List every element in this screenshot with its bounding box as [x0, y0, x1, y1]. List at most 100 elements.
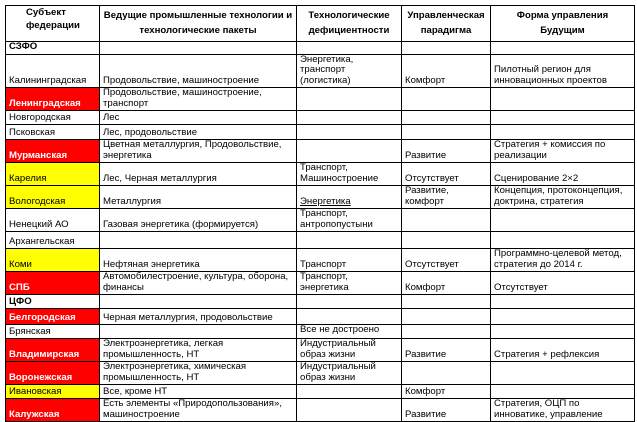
table-row: СЗФО [5, 41, 635, 55]
cell-deficiencies: Индустриальный образ жизни [296, 338, 402, 362]
table-row: Мурманская Цветная металлургия, Продоволь… [5, 139, 635, 163]
cell-future-management [490, 231, 635, 249]
cell-technologies: Лес, продовольствие [99, 124, 297, 140]
cell-paradigm [401, 324, 491, 339]
cell-future-management [490, 124, 635, 140]
cell-deficiencies [296, 124, 402, 140]
cell-technologies: Черная металлургия, продовольствие [99, 308, 297, 325]
cell-technologies: Металлургия [99, 185, 297, 209]
cell-paradigm [401, 361, 491, 385]
cell-technologies: Газовая энергетика (формируется) [99, 208, 297, 232]
header-technologies: Ведущие промышленные технологии и технол… [99, 5, 297, 42]
cell-technologies: Есть элементы «Природопользования», маши… [99, 398, 297, 422]
cell-deficiencies [296, 398, 402, 422]
cell-paradigm: Развитие [401, 139, 491, 163]
cell-paradigm [401, 208, 491, 232]
cell-subject: Вологодская [5, 185, 100, 209]
cell-paradigm [401, 87, 491, 111]
cell-deficiencies [296, 110, 402, 125]
cell-subject: Новгородская [5, 110, 100, 125]
cell-subject: Мурманская [5, 139, 100, 163]
cell-future-management [490, 361, 635, 385]
cell-paradigm [401, 110, 491, 125]
cell-future-management [490, 87, 635, 111]
cell-deficiencies: Транспорт [296, 248, 402, 272]
cell-subject: Воронежская [5, 361, 100, 385]
header-paradigm: Управленческая парадигма [401, 5, 491, 42]
cell-deficiencies: Энергетика, транспорт (логистика) [296, 53, 402, 88]
cell-future-management [490, 41, 635, 55]
cell-paradigm [401, 41, 491, 55]
cell-deficiencies: Транспорт, энергетика [296, 271, 402, 295]
cell-paradigm: Отсутствует [401, 162, 491, 186]
cell-deficiencies [296, 231, 402, 249]
header-deficiencies: Технологические дефициентности [296, 5, 402, 42]
cell-subject: Белгородская [5, 308, 100, 325]
cell-deficiencies [296, 41, 402, 55]
cell-future-management [490, 308, 635, 325]
cell-future-management [490, 208, 635, 232]
cell-paradigm [401, 294, 491, 309]
cell-technologies: Автомобилестроение, культура, оборона, ф… [99, 271, 297, 295]
cell-subject: Архангельская [5, 231, 100, 249]
cell-technologies: Лес [99, 110, 297, 125]
cell-technologies [99, 231, 297, 249]
header-subject: Субъект федерации [5, 5, 100, 42]
cell-future-management: Стратегия, ОЦП по инноватике, управление [490, 398, 635, 422]
cell-paradigm: Комфорт [401, 53, 491, 88]
cell-technologies: Электроэнергетика, легкая промышленность… [99, 338, 297, 362]
cell-paradigm: Комфорт [401, 384, 491, 399]
cell-future-management [490, 110, 635, 125]
cell-subject: Калининградская [5, 53, 100, 88]
cell-deficiencies [296, 308, 402, 325]
table-row: ЦФО [5, 294, 635, 309]
cell-subject: СПБ [5, 271, 100, 295]
table-row: Ивановская Все, кроме НТ Комфорт [5, 384, 635, 399]
cell-paradigm [401, 308, 491, 325]
cell-future-management: Отсутствует [490, 271, 635, 295]
cell-paradigm: Развитие, комфорт [401, 185, 491, 209]
cell-paradigm [401, 124, 491, 140]
cell-deficiencies [296, 384, 402, 399]
table-row: Ненецкий АО Газовая энергетика (формирует… [5, 208, 635, 232]
cell-paradigm: Развитие [401, 398, 491, 422]
cell-deficiencies: Энергетика [296, 185, 402, 209]
cell-paradigm: Развитие [401, 338, 491, 362]
cell-subject: Ивановская [5, 384, 100, 399]
cell-future-management: Стратегия + комиссия по реализации [490, 139, 635, 163]
header-future-management: Форма управления Будущим [490, 5, 635, 42]
cell-subject: Коми [5, 248, 100, 272]
cell-deficiencies: Транспорт, Машиностроение [296, 162, 402, 186]
cell-technologies: Электроэнергетика, химическая промышленн… [99, 361, 297, 385]
cell-deficiencies: Все не достроено [296, 324, 402, 339]
table-row: Псковская Лес, продовольствие [5, 124, 635, 140]
cell-paradigm: Отсутствует [401, 248, 491, 272]
cell-future-management [490, 324, 635, 339]
cell-technologies: Все, кроме НТ [99, 384, 297, 399]
cell-future-management: Сценирование 2×2 [490, 162, 635, 186]
cell-technologies: Лес, Черная металлургия [99, 162, 297, 186]
table-row: Владимирская Электроэнергетика, легкая пр… [5, 338, 635, 362]
table-row: Ленинградская Продовольствие, машинострое… [5, 87, 635, 111]
cell-subject: Псковская [5, 124, 100, 140]
header-row: Субъект федерации Ведущие промышленные т… [5, 5, 635, 42]
cell-paradigm: Комфорт [401, 271, 491, 295]
cell-technologies: Нефтяная энергетика [99, 248, 297, 272]
cell-subject: Ленинградская [5, 87, 100, 111]
cell-future-management [490, 384, 635, 399]
regions-table: Субъект федерации Ведущие промышленные т… [5, 5, 635, 422]
cell-future-management: Программно-целевой метод, стратегия до 2… [490, 248, 635, 272]
table-row: Новгородская Лес [5, 110, 635, 125]
cell-deficiencies [296, 139, 402, 163]
cell-subject: Ненецкий АО [5, 208, 100, 232]
cell-future-management: Пилотный регион для инновационных проект… [490, 53, 635, 88]
cell-paradigm [401, 231, 491, 249]
cell-future-management [490, 294, 635, 309]
table-row: Вологодская Металлургия Энергетика Развитие… [5, 185, 635, 209]
cell-technologies: Цветная металлургия, Продовольствие, эне… [99, 139, 297, 163]
cell-subject: Карелия [5, 162, 100, 186]
table-row: Архангельская [5, 231, 635, 249]
cell-technologies [99, 41, 297, 55]
table-row: Воронежская Электроэнергетика, химическая… [5, 361, 635, 385]
table-row: Белгородская Черная металлургия, продовол… [5, 308, 635, 325]
